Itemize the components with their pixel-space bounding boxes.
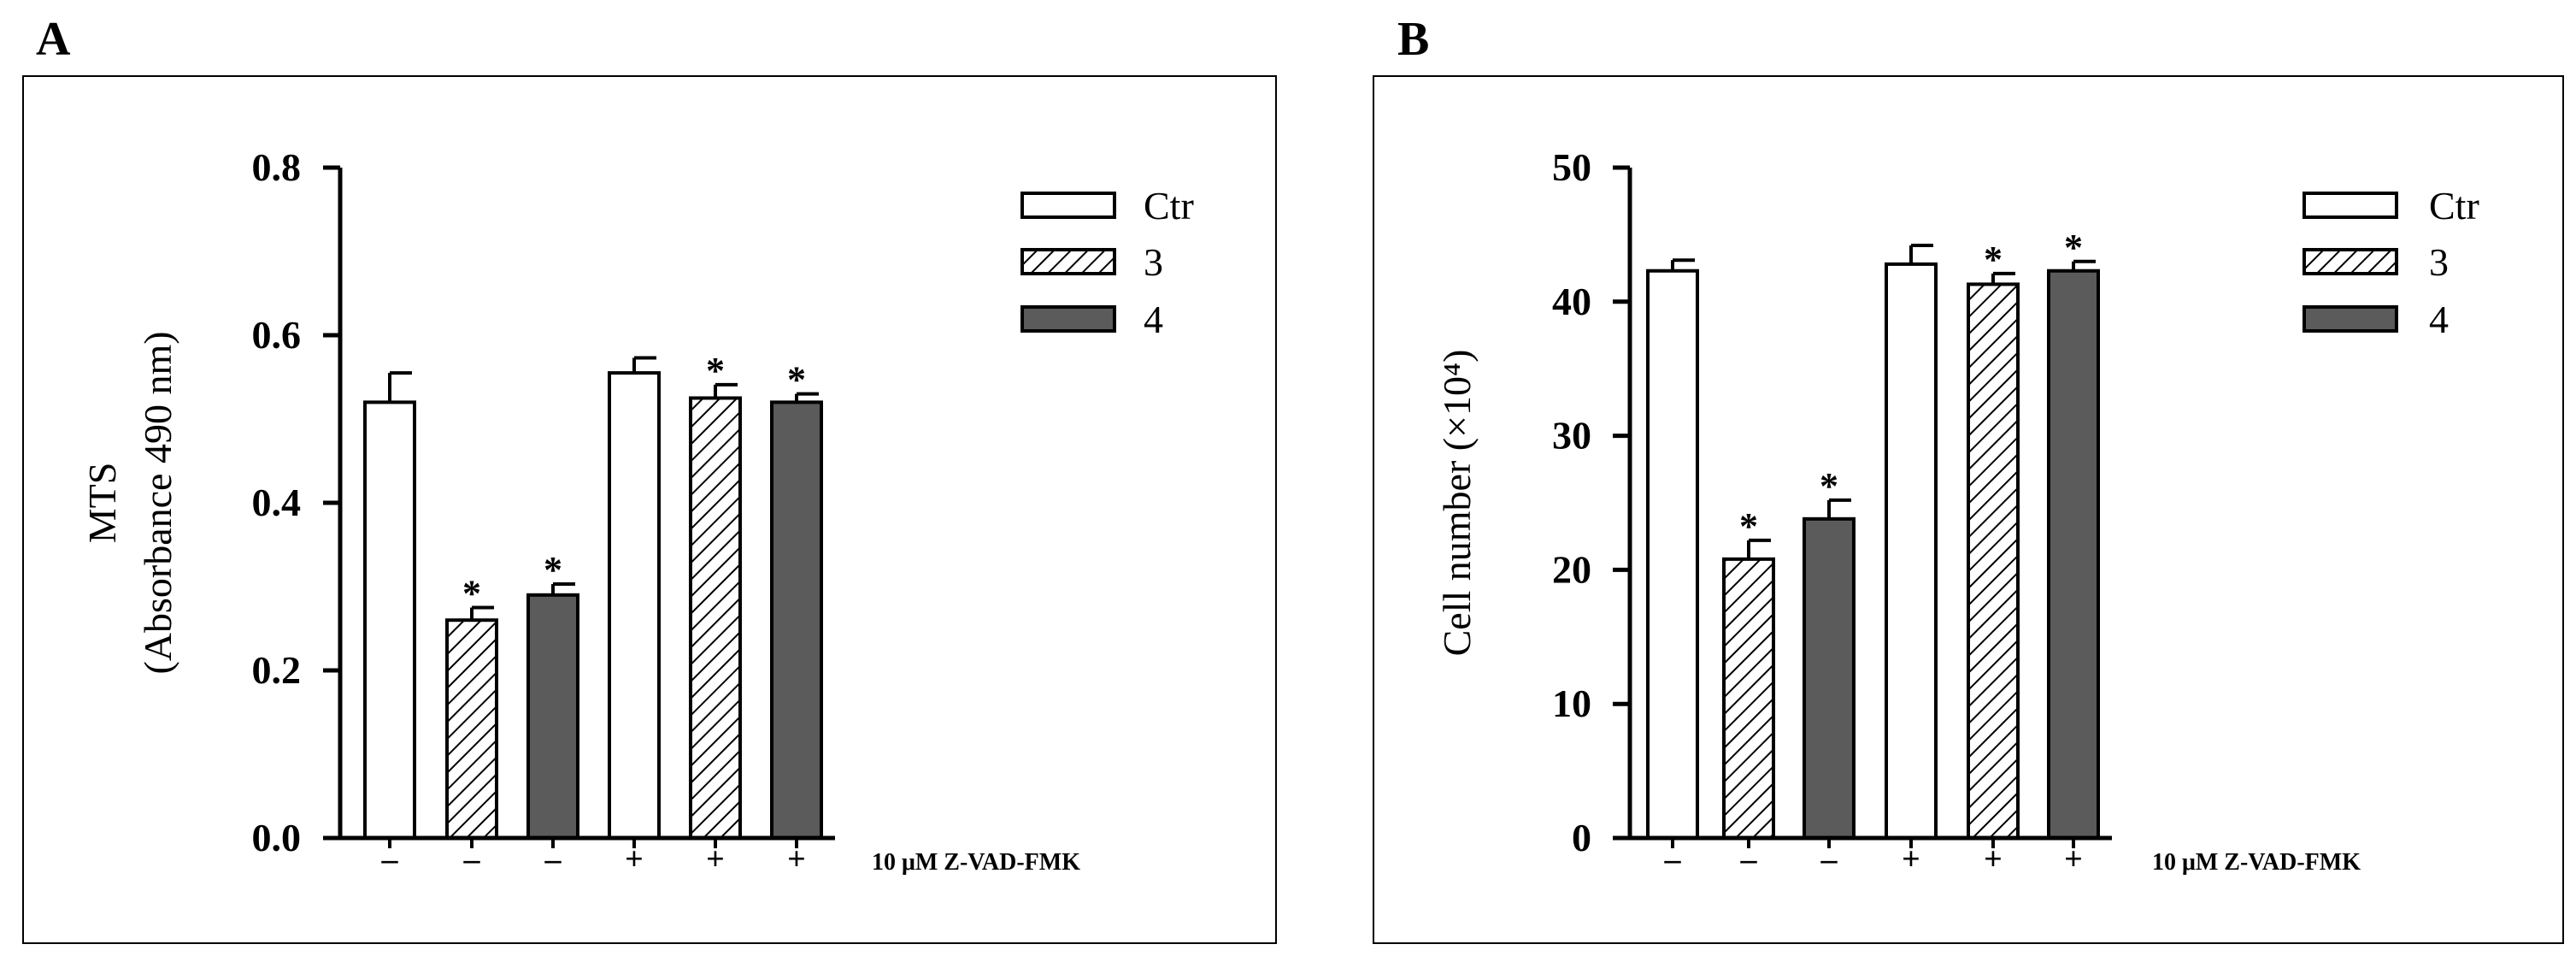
chart-a-treatment-mark: +: [787, 841, 806, 877]
chart-b-legend-swatch: [2303, 305, 2398, 333]
chart-b-y-axis-label: Cell number (×10⁴): [1435, 350, 1479, 657]
chart-a-legend-swatch: [1020, 192, 1116, 219]
chart-b-y-tick-label: 40: [1552, 280, 1591, 323]
chart-b-y-tick-label: 0: [1572, 816, 1591, 859]
chart-b-group: * * * * 0 10 20 30 40 50 – – – + + +10 μM Z-VAD-FMK Cell…: [1435, 145, 2479, 877]
chart-a-legend-label: Ctr: [1144, 184, 1194, 227]
chart-a-treatment-mark: –: [463, 841, 481, 877]
chart-a-legend-swatch: [1020, 248, 1116, 275]
chart-b-legend-label: Ctr: [2429, 184, 2479, 227]
chart-b-bar: [2047, 269, 2100, 840]
chart-a-treatment-mark: –: [544, 841, 562, 877]
chart-b-treatment-mark: +: [1984, 841, 2003, 877]
chart-b-treatment-mark: –: [1820, 841, 1838, 877]
panel-a-frame: [22, 75, 1277, 944]
chart-a-y-axis-label: (Absorbance 490 nm): [136, 331, 179, 674]
chart-b-bar: [1885, 262, 1938, 840]
panel-b-frame: [1373, 75, 2564, 944]
chart-a-bar: [363, 400, 416, 840]
chart-a-treatment-mark: –: [381, 841, 399, 877]
chart-a-significance-star: *: [462, 573, 481, 615]
chart-b-y-tick-label: 30: [1552, 414, 1591, 457]
chart-a-group: * * * * 0.0 0.2 0.4 0.6 0.8 – – – + + +10 μM Z-VAD-FMK…: [80, 145, 1194, 877]
panel-letter-a: A: [36, 13, 71, 66]
chart-b-significance-star: *: [1984, 239, 2003, 280]
chart-a-legend-swatch: [1020, 305, 1116, 333]
chart-b-significance-star: *: [2064, 227, 2083, 269]
chart-a-treatment-mark: +: [625, 841, 644, 877]
chart-b-bar: [1722, 557, 1775, 841]
chart-a-bar: [445, 618, 498, 841]
chart-b-treatment-mark: +: [1902, 841, 1920, 877]
panel-letter-b: B: [1397, 13, 1430, 66]
chart-b-treatment-mark: –: [1664, 841, 1682, 877]
chart-b-y-tick-label: 20: [1552, 547, 1591, 591]
chart-b-legend-swatch: [2303, 192, 2398, 219]
chart-b-significance-star: *: [1820, 465, 1838, 507]
chart-a-y-axis-label: MTS: [80, 463, 124, 544]
chart-a-treatment-label: 10 μM Z-VAD-FMK: [872, 849, 1080, 876]
chart-a-significance-star: *: [544, 549, 562, 591]
chart-b-treatment-mark: +: [2064, 841, 2083, 877]
chart-a-significance-star: *: [787, 359, 806, 401]
chart-b-bar: [1967, 282, 2020, 840]
chart-b-legend-label: 4: [2429, 298, 2449, 341]
chart-b-y-tick-label: 10: [1552, 682, 1591, 725]
chart-a-legend-label: 3: [1144, 240, 1163, 284]
chart-a-y-tick-label: 0.0: [252, 816, 302, 859]
chart-a-bar: [608, 371, 661, 841]
chart-a-y-tick-label: 0.4: [252, 481, 302, 524]
chart-b-bar: [1803, 516, 1856, 840]
chart-a-y-tick-label: 0.8: [252, 145, 302, 189]
chart-b-bar: [1646, 269, 1699, 840]
chart-b-legend-swatch: [2303, 248, 2398, 275]
chart-b-legend-label: 3: [2429, 240, 2449, 284]
chart-a-significance-star: *: [706, 350, 725, 392]
chart-b-significance-star: *: [1739, 505, 1758, 547]
chart-a-bar: [526, 593, 579, 840]
chart-b-treatment-mark: –: [1740, 841, 1758, 877]
chart-a-bar: [770, 400, 823, 840]
chart-a-y-tick-label: 0.6: [252, 313, 302, 357]
chart-a-legend-label: 4: [1144, 298, 1163, 341]
chart-a-y-tick-label: 0.2: [252, 648, 302, 692]
chart-a-treatment-mark: +: [706, 841, 725, 877]
chart-b-treatment-label: 10 μM Z-VAD-FMK: [2152, 849, 2361, 876]
chart-b-y-tick-label: 50: [1552, 145, 1591, 189]
chart-a-bar: [689, 396, 742, 840]
